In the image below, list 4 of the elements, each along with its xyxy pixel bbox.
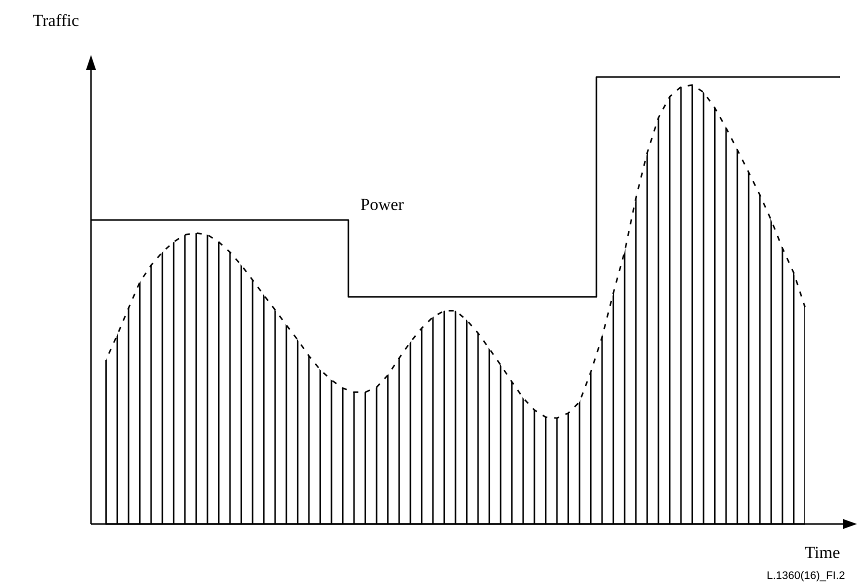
series-label: Power: [360, 195, 404, 214]
text: L.1360(16)_FI.2: [766, 570, 845, 582]
y-axis-title: Traffic: [32, 11, 80, 30]
x-axis-title: Time: [804, 543, 840, 562]
